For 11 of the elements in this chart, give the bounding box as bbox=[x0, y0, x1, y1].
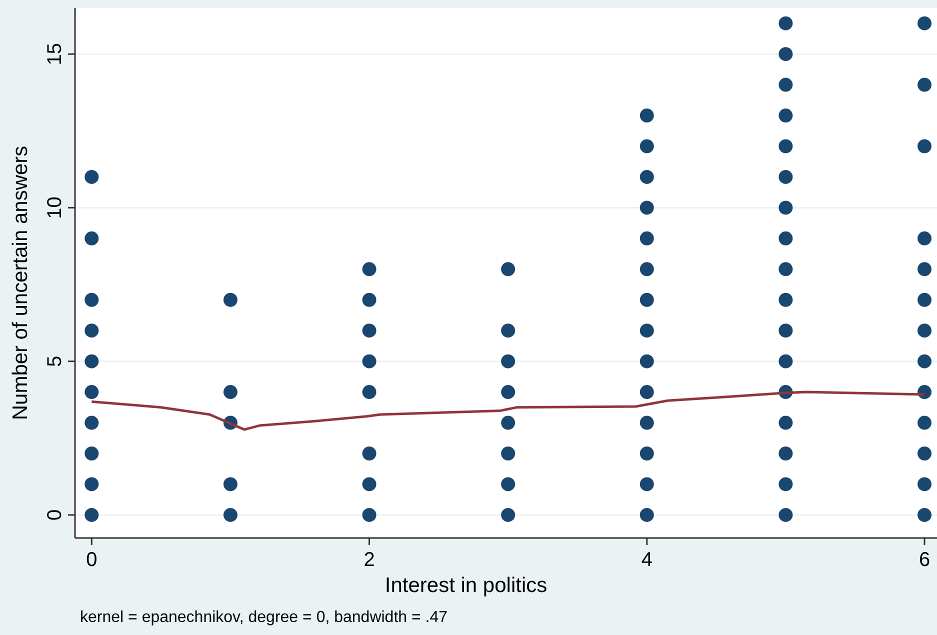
y-tick-label: 10 bbox=[44, 196, 66, 219]
y-axis-title: Number of uncertain answers bbox=[9, 146, 32, 420]
text: kernel = epanechnikov, degree = 0, bandwidth = .47 bbox=[80, 609, 448, 626]
x-tick-label: 4 bbox=[641, 549, 652, 571]
x-tick-label: 6 bbox=[918, 549, 930, 571]
x-tick-label: 0 bbox=[86, 549, 98, 571]
y-tick-label: 15 bbox=[44, 42, 66, 66]
y-tick-label: 5 bbox=[44, 356, 66, 367]
x-tick-label: 2 bbox=[364, 549, 375, 571]
x-axis-title: Interest in politics bbox=[384, 574, 548, 597]
y-tick-label: 0 bbox=[44, 509, 66, 521]
